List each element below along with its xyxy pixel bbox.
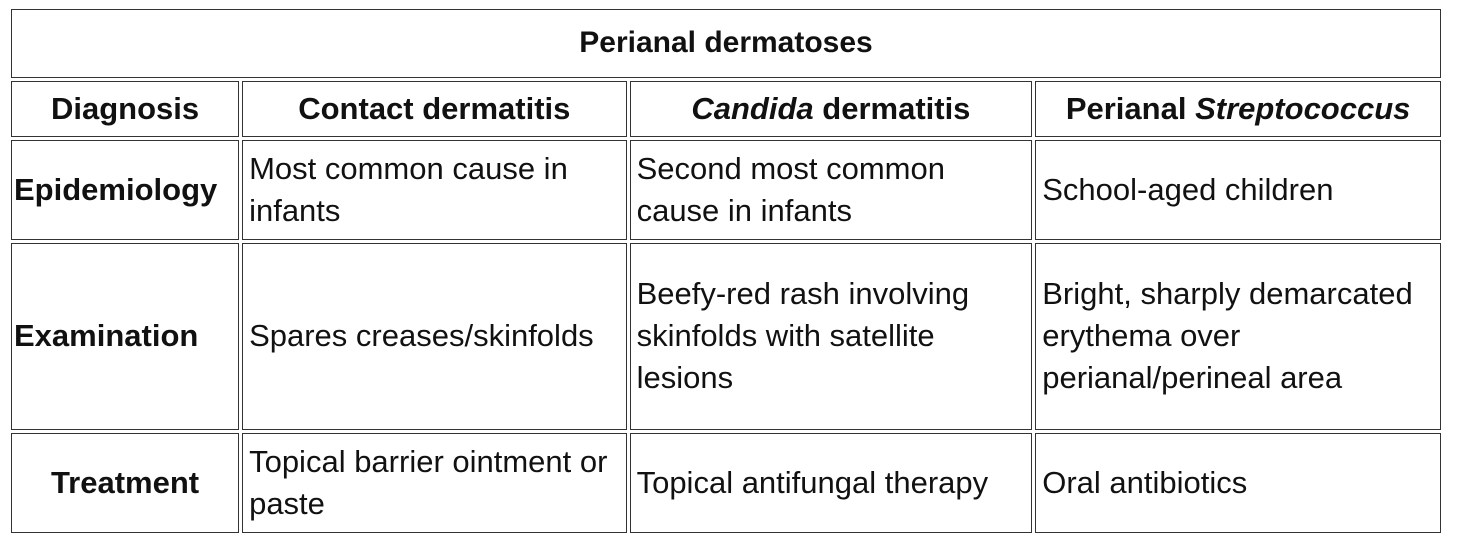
header-candida-dermatitis: Candida dermatitis: [629, 80, 1033, 137]
cell-treatment-strep: Oral antibiotics: [1035, 433, 1441, 533]
cell-treatment-contact: Topical barrier ointment or paste: [242, 433, 627, 533]
header-perianal-streptococcus: Perianal Streptococcus: [1035, 80, 1441, 137]
cell-examination-strep: Bright, sharply demarcated erythema over…: [1035, 242, 1441, 431]
cell-examination-contact: Spares creases/skinfolds: [242, 242, 627, 431]
table-title: Perianal dermatoses: [11, 9, 1441, 78]
table-title-row: Perianal dermatoses: [11, 9, 1441, 78]
column-header-row: Diagnosis Contact dermatitis Candida der…: [11, 80, 1441, 137]
cell-epidemiology-contact: Most common cause in infants: [242, 139, 627, 240]
header-contact-dermatitis: Contact dermatitis: [242, 80, 627, 137]
header-diagnosis: Diagnosis: [11, 80, 240, 137]
cell-examination-candida: Beefy-red rash involving skinfolds with …: [629, 242, 1033, 431]
row-label-epidemiology: Epidemiology: [11, 139, 240, 240]
row-label-treatment: Treatment: [11, 433, 240, 533]
table-row: Treatment Topical barrier ointment or pa…: [11, 433, 1441, 533]
cell-epidemiology-candida: Second most common cause in infants: [629, 139, 1033, 240]
header-strep-italic: Streptococcus: [1195, 90, 1411, 126]
header-candida-rest: dermatitis: [813, 90, 971, 126]
table-row: Examination Spares creases/skinfolds Bee…: [11, 242, 1441, 431]
cell-treatment-candida: Topical antifungal therapy: [629, 433, 1033, 533]
header-strep-prefix: Perianal: [1065, 90, 1196, 126]
cell-epidemiology-strep: School-aged children: [1035, 139, 1441, 240]
perianal-dermatoses-table: Perianal dermatoses Diagnosis Contact de…: [8, 6, 1444, 536]
header-candida-italic: Candida: [691, 90, 814, 126]
table-row: Epidemiology Most common cause in infant…: [11, 139, 1441, 240]
row-label-examination: Examination: [11, 242, 240, 431]
